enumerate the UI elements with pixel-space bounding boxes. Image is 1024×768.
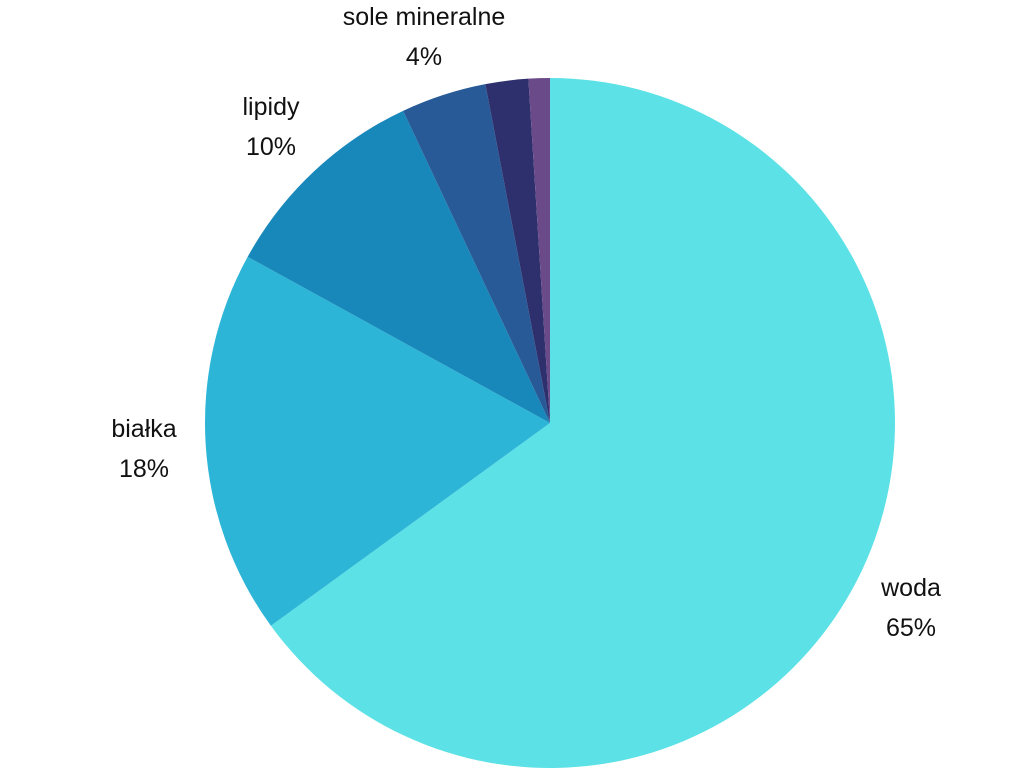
label-name-bialka: białka bbox=[111, 415, 176, 443]
label-name-sole-mineralne: sole mineralne bbox=[343, 3, 506, 31]
label-value-bialka: 18% bbox=[119, 455, 169, 483]
label-value-woda: 65% bbox=[886, 614, 936, 642]
pie-labels: woda 65% białka 18% lipidy 10% sole mine… bbox=[111, 3, 941, 642]
pie-slice-lipidy bbox=[247, 110, 551, 423]
label-name-woda: woda bbox=[880, 574, 941, 602]
label-name-lipidy: lipidy bbox=[243, 93, 300, 121]
label-value-sole-mineralne: 4% bbox=[406, 43, 442, 71]
pie-slice-unlabeled-5 bbox=[528, 78, 550, 423]
label-value-lipidy: 10% bbox=[246, 133, 296, 161]
pie-slice-bialka bbox=[204, 256, 550, 626]
pie-slice-sole-mineralne bbox=[403, 84, 550, 424]
pie-slice-unlabeled-4 bbox=[485, 78, 550, 424]
pie-slices bbox=[204, 78, 895, 768]
pie-slice-woda bbox=[270, 78, 895, 768]
